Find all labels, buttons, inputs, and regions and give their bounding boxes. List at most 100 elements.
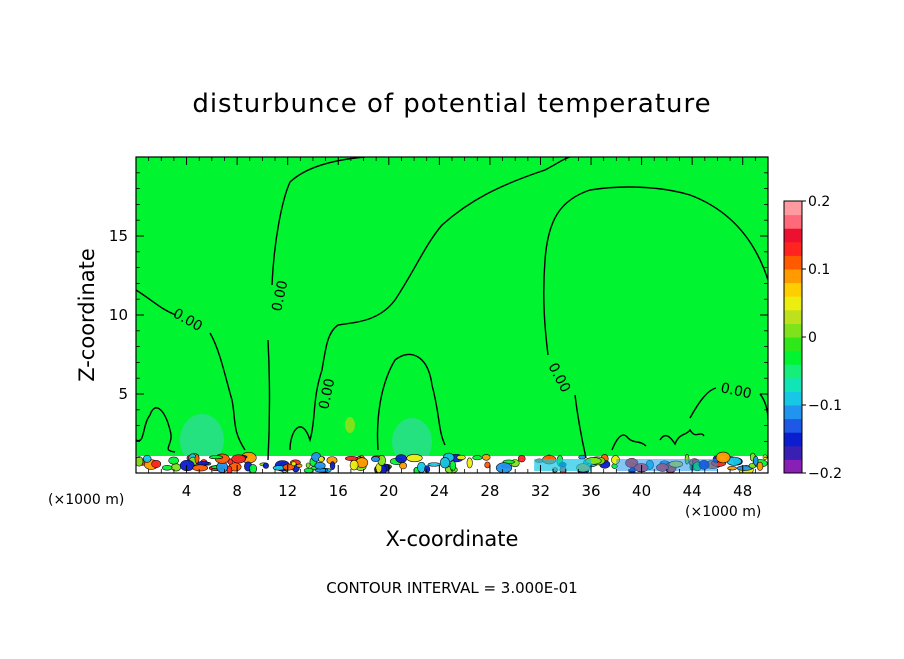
contour-line [136, 289, 246, 451]
x-tick-label: 12 [278, 482, 297, 500]
x-axis: 4 8 12 16 20 24 28 32 36 40 44 48 [148, 157, 756, 500]
colorbar-tick-label: 0.2 [808, 194, 830, 210]
turbulence-blob [179, 459, 195, 472]
x-tick-label: 24 [430, 482, 449, 500]
turbulence-blob [395, 454, 407, 463]
colorbar-swatch [784, 201, 802, 216]
turbulence-blob [194, 454, 200, 464]
x-axis-label: X-coordinate [386, 527, 519, 551]
turbulence-blob [371, 456, 380, 462]
colorbar-swatch [784, 418, 802, 433]
turbulence-blob [456, 454, 466, 461]
turbulence-blob [424, 465, 431, 473]
turbulence-blob [192, 464, 209, 472]
colorbar-swatch [784, 241, 802, 256]
turbulence-blob [305, 462, 311, 468]
turbulence-blob [318, 456, 325, 463]
contour-line [543, 186, 768, 356]
colorbar-swatch [784, 405, 802, 420]
turbulence-blob [495, 462, 513, 473]
turbulence-blob [142, 454, 152, 463]
colorbar-swatch [784, 255, 802, 270]
x-tick-label: 16 [329, 482, 348, 500]
turbulence-blob [248, 464, 258, 473]
plot-area: 0.00 0.00 0.00 0.00 0.00 [136, 157, 768, 473]
turbulence-blob [417, 461, 426, 473]
colorbar-swatch [784, 432, 802, 447]
colorbar: −0.2 −0.1 0 0.1 0.2 [783, 194, 842, 482]
x-unit-left: (×1000 m) [48, 492, 124, 508]
turbulence-blob [231, 454, 246, 464]
contour-label: 0.00 [269, 279, 291, 313]
colorbar-tick-label: 0.1 [808, 262, 830, 278]
colorbar-tick-label: 0 [808, 330, 817, 346]
turbulence-blob [303, 467, 314, 473]
turbulence-blob [262, 462, 269, 469]
x-tick-label: 20 [379, 482, 398, 500]
turbulence-blob [472, 455, 483, 461]
turbulence-blob [314, 461, 326, 470]
chart-title: disturbunce of potential temperature [192, 89, 711, 119]
turbulence-blob [727, 466, 737, 471]
colorbar-swatch [784, 282, 802, 297]
colorbar-swatch [784, 445, 802, 460]
x-unit-right: (×1000 m) [685, 504, 761, 520]
x-tick-label: 36 [581, 482, 600, 500]
turbulence-blob [753, 455, 759, 466]
colorbar-swatch [784, 269, 802, 284]
turbulence-blob [449, 460, 456, 472]
turbulence-blob [329, 461, 336, 470]
colorbar-swatch [784, 323, 802, 338]
contour-line [611, 428, 705, 451]
colorbar-swatch [784, 337, 802, 352]
x-tick-label: 40 [632, 482, 651, 500]
colorbar-swatch [784, 350, 802, 365]
colorbar-tick-label: −0.2 [808, 466, 842, 482]
x-tick-label: 4 [182, 482, 192, 500]
turbulence-blob [291, 461, 297, 467]
turbulence-blob [484, 461, 491, 469]
turbulence-blob [439, 457, 451, 469]
turbulence-blob [282, 463, 295, 471]
turbulence-blob [578, 454, 586, 460]
contour-line [136, 407, 176, 453]
colorbar-tick-label: −0.1 [808, 398, 842, 414]
contour-label: 0.00 [719, 380, 753, 402]
y-tick-label: 10 [109, 306, 128, 324]
turbulence-blob [427, 462, 441, 467]
turbulence-blob [161, 464, 173, 471]
turbulence-blob [171, 463, 182, 472]
y-tick-label: 5 [118, 385, 128, 403]
x-tick-label: 28 [480, 482, 499, 500]
turbulence-blob [209, 455, 224, 460]
y-axis-label: Z-coordinate [75, 248, 99, 382]
turbulence-blob [168, 456, 179, 465]
anomaly-patch [345, 417, 355, 433]
colorbar-swatch [784, 364, 802, 379]
turbulence-blob [151, 459, 162, 468]
surface-blobs [136, 451, 768, 473]
x-tick-label: 8 [232, 482, 242, 500]
x-tick-label: 48 [733, 482, 752, 500]
colorbar-swatch [784, 228, 802, 243]
colorbar-swatch [784, 391, 802, 406]
x-tick-label: 32 [531, 482, 550, 500]
turbulence-blob [349, 459, 359, 471]
colorbar-swatch [784, 377, 802, 392]
turbulence-blob [345, 455, 358, 461]
colorbar-swatch [784, 214, 802, 229]
contour-line [574, 394, 587, 459]
colorbar-swatch [784, 459, 802, 474]
colorbar-swatch [784, 296, 802, 311]
contour-label: 0.00 [316, 377, 338, 411]
y-tick-label: 15 [109, 227, 128, 245]
field-background [136, 157, 768, 473]
turbulence-blob [136, 456, 144, 467]
contour-line [289, 157, 571, 451]
y-axis: 5 10 15 [109, 172, 768, 458]
cold-surface-patch [534, 459, 592, 471]
contour-line [267, 157, 366, 461]
turbulence-blob [756, 461, 764, 471]
x-tick-label: 44 [683, 482, 702, 500]
